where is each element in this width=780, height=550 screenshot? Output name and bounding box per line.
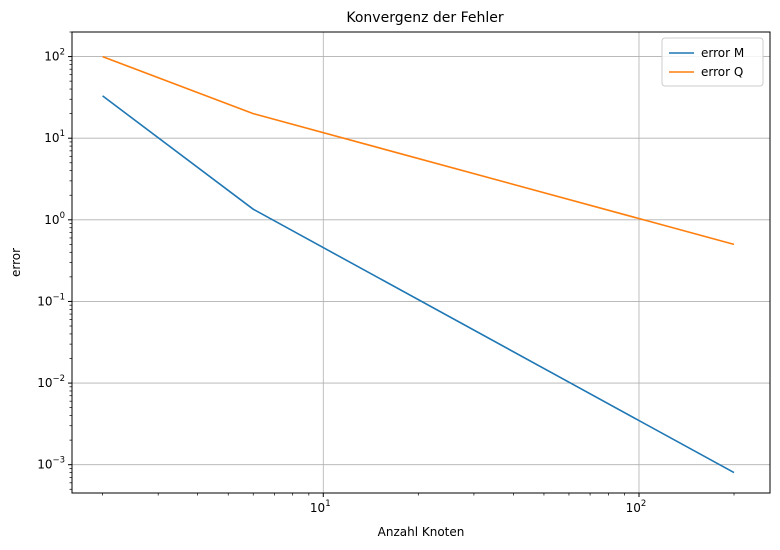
y-tick-label-exponent: −1 [52, 292, 65, 302]
x-tick-label-exponent: 2 [641, 499, 646, 509]
x-tick-label-base: 10 [310, 501, 325, 515]
legend: error M error Q [661, 37, 764, 87]
y-tick-label-base: 10 [37, 376, 52, 390]
x-tick-label-base: 10 [626, 501, 641, 515]
y-tick-label: 101 [44, 129, 65, 145]
x-axis-label: Anzahl Knoten [378, 525, 465, 539]
plot-frame [71, 31, 771, 494]
x-tick-label-exponent: 1 [325, 499, 330, 509]
y-tick-label: 102 [44, 48, 65, 64]
y-tick-label: 10−1 [37, 292, 65, 308]
legend-label: error Q [701, 65, 743, 79]
y-axis-label: error [9, 248, 23, 277]
y-tick-label: 10−3 [37, 456, 65, 472]
y-tick-label: 100 [44, 211, 65, 227]
y-tick-label-base: 10 [37, 458, 52, 472]
y-tick-label-base: 10 [44, 131, 59, 145]
grid [72, 32, 770, 493]
legend-box [661, 37, 764, 87]
legend-label: error M [701, 46, 744, 60]
y-tick-label-exponent: −2 [52, 374, 65, 384]
x-tick-label: 101 [310, 499, 331, 515]
series-line-error-m [102, 95, 735, 474]
y-tick-label: 10−2 [37, 374, 65, 390]
series-line-error-q [102, 55, 735, 246]
y-tick-label-base: 10 [44, 213, 59, 227]
y-tick-label-exponent: 2 [60, 48, 65, 58]
y-tick-label-exponent: 1 [60, 129, 65, 139]
y-tick-label-exponent: 0 [60, 211, 65, 221]
y-tick-label-exponent: −3 [52, 456, 65, 466]
x-tick-label: 102 [626, 499, 647, 515]
y-tick-label-base: 10 [44, 50, 59, 64]
series-lines [102, 55, 735, 474]
y-tick-label-base: 10 [37, 294, 52, 308]
chart-title: Konvergenz der Fehler [346, 10, 503, 26]
